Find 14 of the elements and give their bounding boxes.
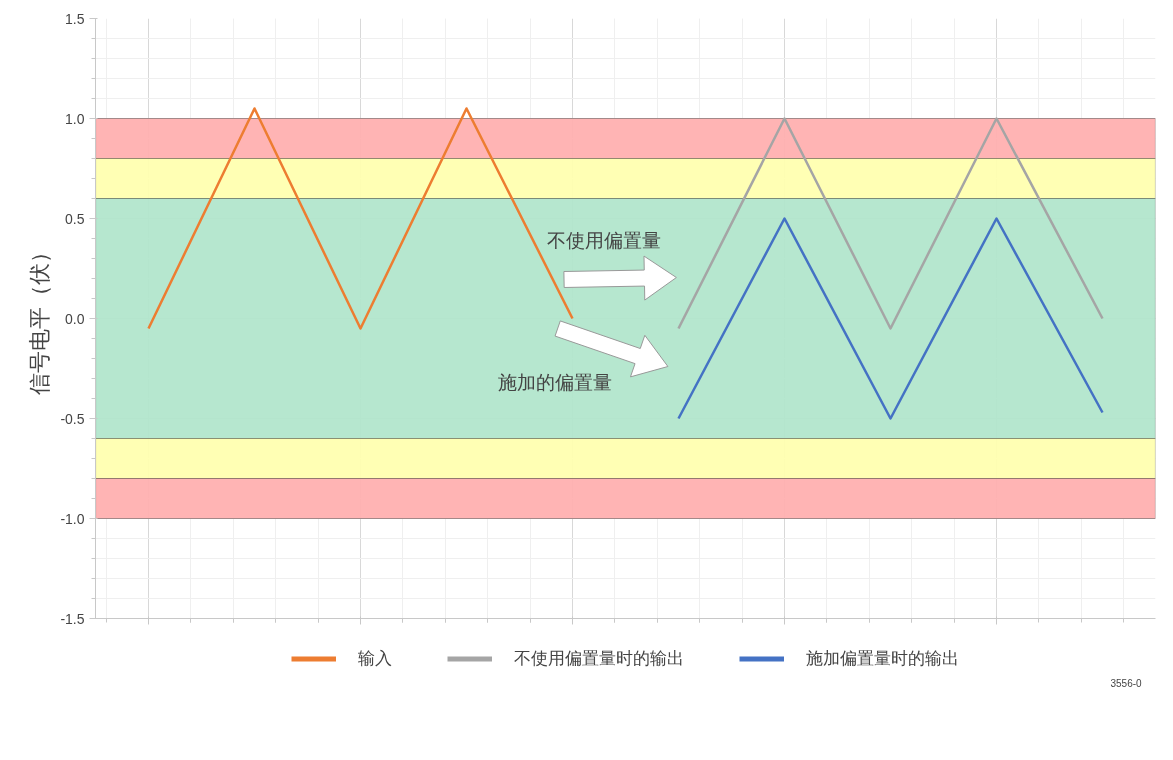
annotation: 不使用偏置量 [547,229,662,251]
annotation: 施加的偏置量 [498,371,613,393]
legend-label: 输入 [358,647,392,670]
y-tick-label: 1.0 [65,110,85,127]
y-tick-label: -1.5 [60,610,85,627]
y-axis-title: 信号电平（伏） [27,241,53,396]
legend-label: 不使用偏置量时的输出 [514,647,684,670]
legend-label: 施加偏置量时的输出 [806,647,959,670]
y-tick-label: 0.0 [65,310,85,327]
y-tick-label: -1.0 [60,510,85,527]
y-tick-label: 1.5 [65,10,85,27]
y-tick-label: -0.5 [60,410,85,427]
text: 3556-0 [1110,677,1143,689]
y-tick-label: 0.5 [65,210,85,227]
